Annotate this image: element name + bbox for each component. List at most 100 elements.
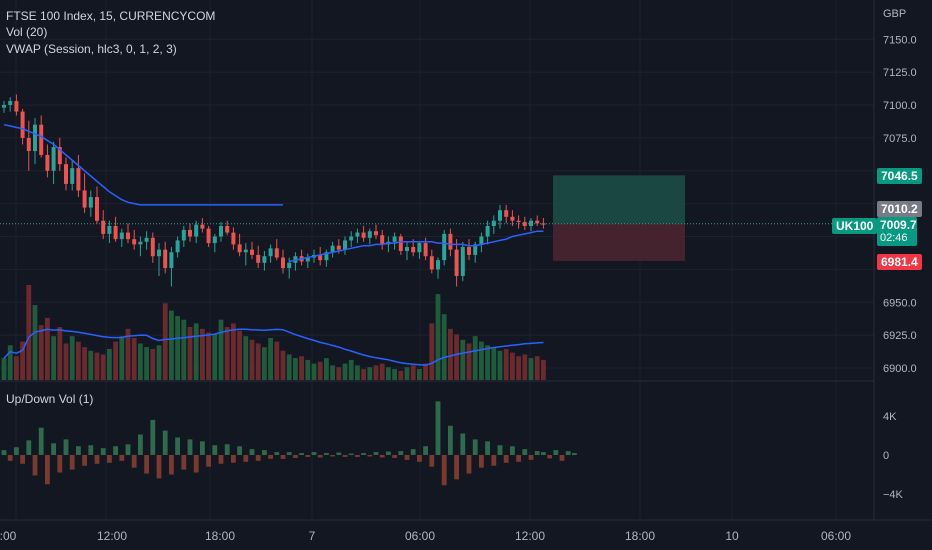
- candle-body: [361, 232, 366, 238]
- updown-volume-bar: [76, 446, 81, 455]
- volume-bar: [541, 359, 546, 380]
- candle-body: [2, 105, 6, 108]
- updown-volume-bar: [57, 455, 63, 473]
- candle-body: [219, 225, 223, 237]
- time-axis-label: 10: [725, 529, 739, 543]
- volume-bar: [373, 365, 379, 380]
- updown-volume-bar: [373, 452, 379, 455]
- updown-volume-bar: [113, 446, 118, 455]
- updown-volume-bar: [38, 427, 44, 455]
- candle-body: [8, 101, 13, 105]
- vwap-indicator-legend[interactable]: VWAP (Session, hlc3, 0, 1, 2, 3): [6, 42, 177, 56]
- updown-volume-bar: [466, 455, 472, 474]
- long-position-stop-zone[interactable]: [553, 223, 685, 261]
- price-axis-label: 7125.0: [883, 67, 917, 79]
- candle-body: [76, 168, 81, 191]
- candle-body: [467, 247, 471, 255]
- volume-bar: [150, 348, 156, 380]
- volume-bar: [262, 347, 267, 380]
- candle-body: [436, 260, 440, 270]
- candle-body: [392, 236, 397, 242]
- volume-bar: [441, 314, 447, 380]
- symbol-legend[interactable]: FTSE 100 Index, 15, CURRENCYCOM: [6, 9, 216, 23]
- candle-body: [237, 244, 242, 253]
- updown-volume-bar: [237, 446, 242, 455]
- updown-volume-bar: [553, 450, 559, 455]
- updown-volume-bar: [51, 443, 56, 455]
- candle-body: [107, 225, 112, 234]
- updown-volume-bar: [534, 451, 540, 455]
- updown-volume-bar: [156, 455, 162, 479]
- volume-bar: [429, 323, 435, 380]
- candle-body: [405, 247, 409, 251]
- updown-volume-bar: [379, 455, 385, 458]
- volume-bar: [479, 341, 484, 380]
- time-axis-label: 7: [309, 529, 316, 543]
- candle-body: [423, 243, 428, 257]
- currency-unit-label[interactable]: GBP: [883, 8, 907, 20]
- candle-body: [181, 229, 186, 241]
- updown-volume-bar: [441, 455, 447, 486]
- time-axis-label: 12:00: [515, 529, 545, 543]
- updown-volume-bar: [348, 453, 354, 455]
- candle-body: [442, 233, 447, 261]
- candle-body: [126, 232, 130, 240]
- updown-volume-bar: [255, 455, 261, 461]
- updown-volume-bar: [231, 455, 236, 463]
- candle-body: [336, 245, 341, 250]
- updown-volume-bar: [131, 455, 137, 468]
- updown-volume-bar: [20, 455, 25, 464]
- symbol-badge: UK100: [832, 218, 878, 234]
- volume-bar: [516, 356, 521, 380]
- volume-indicator-legend[interactable]: Vol (20): [6, 25, 48, 39]
- long-position-target-zone[interactable]: [553, 175, 685, 224]
- volume-bar: [392, 369, 397, 380]
- candle-body: [188, 229, 192, 237]
- volume-bar: [534, 356, 540, 380]
- updown-volume-bar: [138, 434, 143, 455]
- updown-volume-legend[interactable]: Up/Down Vol (1): [6, 392, 94, 406]
- volume-bar: [125, 328, 131, 380]
- volume-bar: [113, 341, 118, 380]
- updown-volume-bar: [355, 455, 360, 457]
- time-axis-label: :00: [0, 529, 17, 543]
- updown-volume-bar: [491, 455, 497, 466]
- candle-body: [498, 210, 502, 221]
- price-axis-label: 6900.0: [883, 363, 917, 375]
- updown-volume-bar: [249, 449, 255, 455]
- candle-body: [88, 197, 93, 208]
- candlestick-series: [2, 94, 546, 287]
- updown-volume-bar: [286, 452, 292, 455]
- candle-body: [70, 168, 75, 184]
- volume-bar: [510, 352, 515, 380]
- candle-body: [448, 233, 453, 250]
- up-down-volume-bars: [1, 401, 577, 486]
- time-axis-label: 18:00: [625, 529, 655, 543]
- updown-volume-bar: [144, 455, 149, 474]
- updown-volume-bar: [88, 445, 94, 455]
- updown-volume-bar: [324, 453, 329, 455]
- time-axis-labels: :00 12:00 18:00 7 06:00 12:00 18:00 10 06:00: [0, 529, 851, 543]
- volume-bar: [76, 341, 81, 380]
- updown-volume-bar: [162, 430, 168, 455]
- take-profit-price-tag: 7046.5: [877, 168, 922, 184]
- updown-volume-bar: [429, 455, 435, 467]
- volume-bar: [107, 348, 112, 380]
- updown-volume-bar: [268, 455, 273, 459]
- candle-body: [522, 222, 527, 226]
- volume-bar: [187, 327, 193, 380]
- updown-volume-bar: [100, 448, 106, 455]
- updown-volume-bar: [386, 451, 391, 455]
- volume-bar: [200, 328, 205, 380]
- updown-volume-bar: [243, 455, 249, 462]
- candle-body: [14, 101, 19, 112]
- updown-volume-bar: [336, 452, 342, 455]
- volume-bar: [69, 336, 75, 380]
- candle-body: [479, 236, 484, 245]
- volume-bar: [528, 358, 534, 380]
- volume-bar: [497, 350, 503, 380]
- candle-body: [374, 231, 378, 236]
- updown-volume-bar: [224, 444, 230, 455]
- volume-bar: [51, 336, 56, 380]
